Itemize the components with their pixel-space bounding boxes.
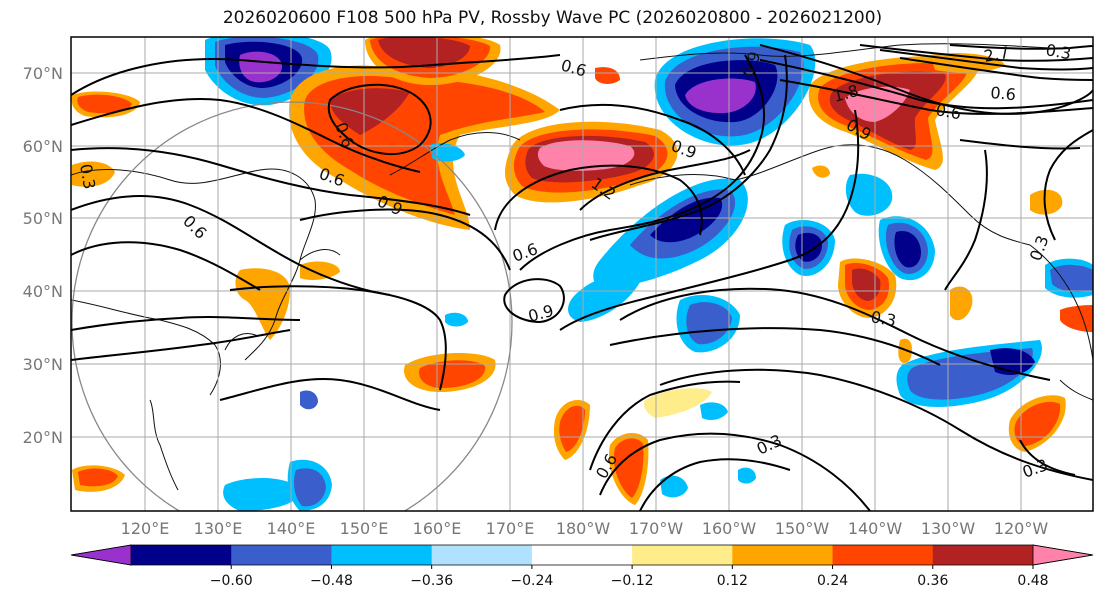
coastlines <box>71 43 1093 491</box>
contour-label: 2.7 <box>982 43 1010 66</box>
colorbar-swatch <box>832 545 934 565</box>
colorbar-tick-label: −0.24 <box>510 573 553 589</box>
lon-label: 130°E <box>194 519 243 538</box>
colorbar: −0.60 −0.48 −0.36 −0.24 −0.12 0.12 0.24 0.36 0.4… <box>70 544 1094 589</box>
colorbar-swatch <box>531 545 633 565</box>
colorbar-extend-min <box>70 544 132 566</box>
reference-circle <box>71 101 513 511</box>
colorbar-tick-label: 0.12 <box>717 573 748 589</box>
lon-label: 160°E <box>413 519 462 538</box>
map-title: 2026020600 F108 500 hPa PV, Rossby Wave … <box>222 8 883 28</box>
map-frame <box>70 36 1094 512</box>
colorbar-tick-label: 0.36 <box>917 573 948 589</box>
contour-label: 0.3 <box>869 307 897 330</box>
latitude-labels: 70°N 60°N 50°N 40°N 30°N 20°N <box>23 64 63 447</box>
lon-label: 170°W <box>629 519 684 538</box>
colorbar-tick-label: 0.24 <box>817 573 848 589</box>
colorbar-swatch <box>231 545 332 565</box>
lon-label: 120°E <box>121 519 170 538</box>
longitude-labels: 120°E 130°E 140°E 150°E 160°E 170°E 180°… <box>121 519 1049 538</box>
lon-label: 140°W <box>848 519 903 538</box>
contour-label: 0.3 <box>1044 40 1072 63</box>
lon-label: 160°W <box>702 519 757 538</box>
lon-label: 150°E <box>340 519 389 538</box>
colorbar-frame <box>70 544 1094 566</box>
lon-label: 130°W <box>921 519 976 538</box>
contour-label: 0.3 <box>76 162 99 190</box>
pv-contours <box>71 44 1093 511</box>
colorbar-swatch <box>431 545 533 565</box>
lon-label: 180°W <box>556 519 611 538</box>
colorbar-swatch <box>331 545 433 565</box>
lat-label: 70°N <box>23 64 63 83</box>
lon-label: 150°W <box>775 519 830 538</box>
graticule <box>71 37 1093 511</box>
colorbar-tick-label: −0.12 <box>611 573 654 589</box>
contour-label: 0.6 <box>990 83 1017 104</box>
colorbar-swatch <box>932 545 1034 565</box>
lat-label: 60°N <box>23 137 63 156</box>
lat-label: 30°N <box>23 355 63 374</box>
lat-label: 50°N <box>23 209 63 228</box>
lon-label: 140°E <box>267 519 316 538</box>
lat-label: 40°N <box>23 282 63 301</box>
colorbar-extend-max <box>1032 544 1094 566</box>
colorbar-swatch <box>632 545 733 565</box>
lon-label: 120°W <box>994 519 1049 538</box>
colorbar-tick-label: −0.48 <box>310 573 353 589</box>
colorbar-swatch <box>732 545 834 565</box>
colorbar-tick-label: −0.60 <box>210 573 253 589</box>
lon-label: 170°E <box>486 519 535 538</box>
contour-label: 0.6 <box>934 100 962 123</box>
colorbar-tick-label: −0.36 <box>410 573 453 589</box>
colorbar-swatch <box>131 545 232 565</box>
colorbar-tick-label: 0.48 <box>1017 573 1048 589</box>
lat-label: 20°N <box>23 428 63 447</box>
